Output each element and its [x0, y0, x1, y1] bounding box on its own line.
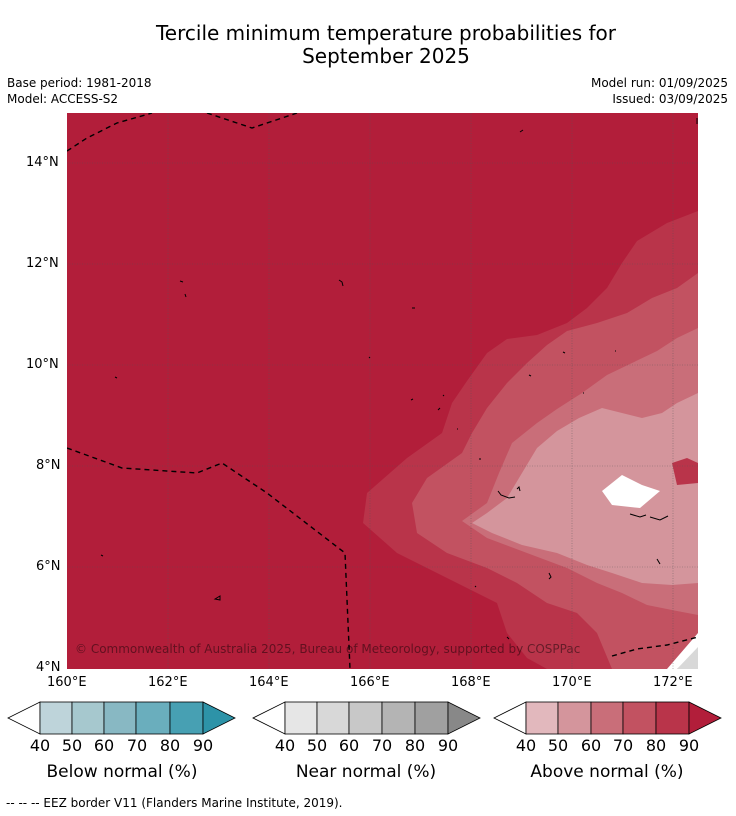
near-tick-50: 50	[306, 736, 328, 755]
below-tick-70: 70	[126, 736, 148, 755]
below-tick-50: 50	[61, 736, 83, 755]
region-white	[602, 475, 660, 508]
meta-right: Model run: 01/09/2025 Issued: 03/09/2025	[591, 75, 728, 107]
gridlines	[67, 113, 698, 669]
region-corner-white	[667, 633, 698, 669]
lat-tick-14: 14°N	[26, 155, 59, 170]
lat-tick-4: 4°N	[36, 660, 61, 675]
near-normal-label: Near normal (%)	[295, 762, 437, 782]
near-tick-70: 70	[371, 736, 393, 755]
copyright-text: © Commonwealth of Australia 2025, Bureau…	[75, 642, 580, 656]
colorbar-above	[493, 701, 722, 735]
title-line-1: Tercile minimum temperature probabilitie…	[155, 21, 617, 45]
lon-tick-170: 170°E	[552, 675, 592, 690]
above-normal-label: Above normal (%)	[530, 762, 684, 782]
region-above-80-patch	[672, 458, 698, 485]
near-tick-60: 60	[338, 736, 360, 755]
model-name: Model: ACCESS-S2	[7, 92, 119, 106]
lon-tick-168: 168°E	[451, 675, 491, 690]
eez-footnote: -- -- -- EEZ border V11 (Flanders Marine…	[6, 796, 343, 810]
above-tick-80: 80	[645, 736, 667, 755]
lon-tick-166: 166°E	[350, 675, 390, 690]
lon-tick-160: 160°E	[47, 675, 87, 690]
near-tick-40: 40	[274, 736, 296, 755]
below-tick-90: 90	[192, 736, 214, 755]
lat-tick-6: 6°N	[36, 559, 61, 574]
lon-tick-162: 162°E	[148, 675, 188, 690]
near-tick-90: 90	[437, 736, 459, 755]
lat-tick-12: 12°N	[26, 256, 59, 271]
near-tick-80: 80	[404, 736, 426, 755]
colorbar-below	[7, 701, 236, 735]
base-period: Base period: 1981-2018	[7, 76, 152, 90]
chart-title: Tercile minimum temperature probabilitie…	[0, 22, 736, 68]
colorbars	[7, 701, 722, 735]
region-above-50	[472, 393, 698, 585]
above-tick-50: 50	[547, 736, 569, 755]
lon-tick-164: 164°E	[249, 675, 289, 690]
above-tick-70: 70	[612, 736, 634, 755]
lat-tick-10: 10°N	[26, 357, 59, 372]
islands	[100, 118, 698, 640]
map-area: © Commonwealth of Australia 2025, Bureau…	[67, 113, 698, 669]
below-tick-60: 60	[93, 736, 115, 755]
below-normal-label: Below normal (%)	[46, 762, 198, 782]
issued-date: Issued: 03/09/2025	[612, 92, 728, 106]
lon-tick-172: 172°E	[653, 675, 693, 690]
below-tick-80: 80	[159, 736, 181, 755]
model-run: Model run: 01/09/2025	[590, 76, 728, 90]
meta-left: Base period: 1981-2018 Model: ACCESS-S2	[7, 75, 152, 107]
above-tick-60: 60	[580, 736, 602, 755]
above-tick-40: 40	[515, 736, 537, 755]
eez-borders	[67, 113, 698, 669]
lat-tick-8: 8°N	[36, 458, 61, 473]
map-svg: © Commonwealth of Australia 2025, Bureau…	[67, 113, 698, 669]
above-tick-90: 90	[678, 736, 700, 755]
below-tick-40: 40	[29, 736, 51, 755]
title-line-2: September 2025	[302, 44, 470, 68]
colorbar-near	[252, 701, 481, 735]
